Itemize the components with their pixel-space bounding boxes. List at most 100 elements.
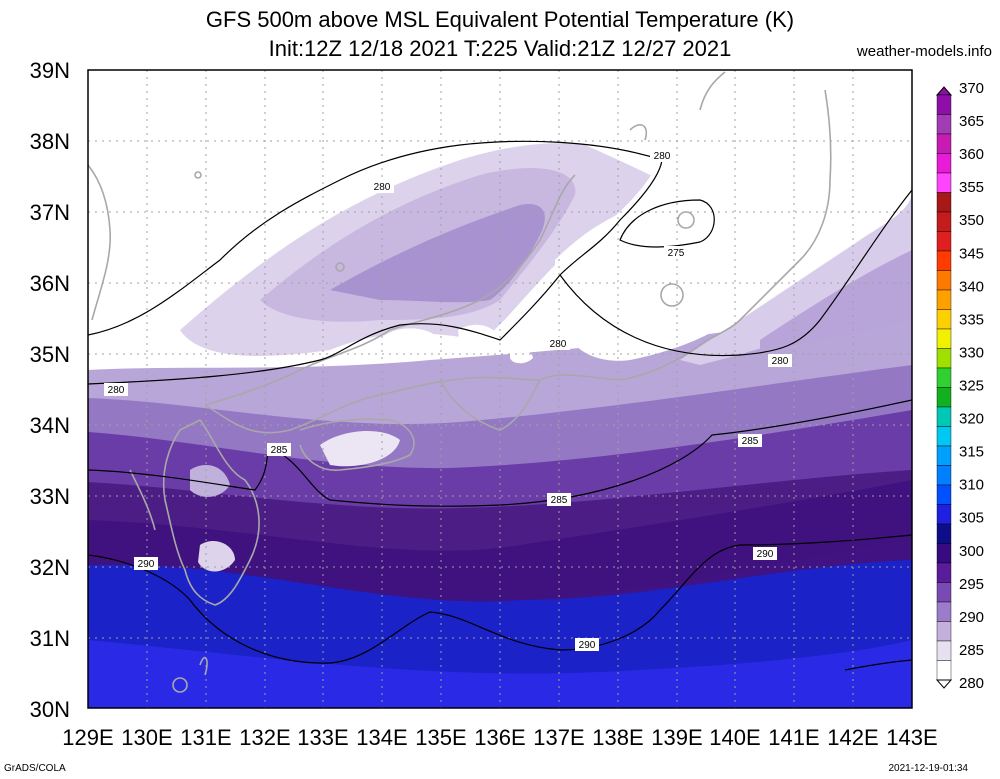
colorbar-swatch: [936, 660, 952, 681]
colorbar: 370 365 360 355 350 345 340 335 330 325 320 315 310 3…: [935, 80, 984, 692]
colorbar-swatch: [936, 601, 952, 622]
contour-label: 290: [575, 638, 599, 651]
map-subtitle: Init:12Z 12/18 2021 T:225 Valid:21Z 12/2…: [268, 36, 732, 61]
colorbar-swatch: [936, 582, 952, 603]
lon-tick-label: 132E: [239, 725, 290, 750]
footer-software: GrADS/COLA: [4, 763, 66, 774]
map-title: GFS 500m above MSL Equivalent Potential …: [205, 7, 795, 32]
colorbar-label: 310: [959, 477, 984, 494]
lon-tick-label: 139E: [651, 725, 702, 750]
contour-lines: [88, 140, 912, 671]
colorbar-label: 315: [959, 444, 984, 461]
colorbar-swatch: [936, 192, 952, 213]
lat-tick-label: 32N: [30, 555, 70, 580]
lat-tick-label: 34N: [30, 413, 70, 438]
colorbar-swatch: [936, 562, 952, 583]
contour-label-text: 280: [654, 151, 671, 162]
colorbar-swatch: [936, 153, 952, 174]
contour-label: 280: [370, 180, 394, 193]
coastlines: [88, 71, 832, 693]
colorbar-swatch: [936, 172, 952, 193]
colorbar-swatch: [936, 406, 952, 427]
footer-timestamp: 2021-12-19-01:34: [888, 763, 968, 774]
lon-tick-label: 135E: [415, 725, 466, 750]
contour-label: 280: [768, 354, 792, 367]
lat-tick-label: 38N: [30, 129, 70, 154]
colorbar-label: 370: [959, 80, 984, 97]
contour-label: 280: [650, 149, 674, 162]
lat-tick-label: 36N: [30, 271, 70, 296]
contour-label: 290: [134, 557, 158, 570]
colorbar-swatch: [936, 504, 952, 525]
colorbar-swatch: [936, 484, 952, 505]
colorbar-label: 335: [959, 311, 984, 328]
colorbar-swatch: [936, 114, 952, 135]
colorbar-label: 285: [959, 642, 984, 659]
colorbar-label: 290: [959, 609, 984, 626]
contour-label-text: 285: [271, 445, 288, 456]
colorbar-swatch: [936, 309, 952, 330]
colorbar-label: 280: [959, 675, 984, 692]
lon-tick-label: 130E: [121, 725, 172, 750]
lon-tick-label: 138E: [592, 725, 643, 750]
colorbar-swatch: [936, 523, 952, 544]
colorbar-swatch: [936, 270, 952, 291]
colorbar-bottom-arrow: [935, 679, 953, 689]
colorbar-swatch: [936, 640, 952, 661]
contour-label: 285: [547, 493, 571, 506]
colorbar-swatch: [936, 465, 952, 486]
theta-e-field: [88, 70, 912, 708]
lon-tick-label: 141E: [768, 725, 819, 750]
contour-label-text: 280: [550, 339, 567, 350]
lat-lon-grid: [88, 70, 912, 708]
colorbar-label: 340: [959, 278, 984, 295]
lat-tick-label: 39N: [30, 58, 70, 83]
lon-tick-label: 134E: [356, 725, 407, 750]
colorbar-label: 355: [959, 179, 984, 196]
lon-tick-label: 136E: [474, 725, 525, 750]
colorbar-swatch: [936, 621, 952, 642]
lon-axis: 129E 130E 131E 132E 133E 134E 135E 136E …: [62, 725, 937, 750]
contour-label-text: 285: [742, 436, 759, 447]
colorbar-swatch: [936, 94, 952, 115]
lat-tick-label: 37N: [30, 200, 70, 225]
lon-tick-label: 143E: [886, 725, 937, 750]
lat-tick-label: 31N: [30, 626, 70, 651]
colorbar-swatch: [936, 231, 952, 252]
colorbar-label: 360: [959, 146, 984, 163]
contour-label-text: 290: [138, 559, 155, 570]
contour-label-group: 280 280 280 280 280 275 285 285 285 290 …: [104, 149, 792, 651]
lon-tick-label: 131E: [180, 725, 231, 750]
lon-tick-label: 129E: [62, 725, 113, 750]
contour-label-text: 275: [668, 248, 685, 259]
contour-label: 280: [546, 337, 570, 350]
contour-label-text: 280: [108, 385, 125, 396]
colorbar-label: 345: [959, 245, 984, 262]
colorbar-label: 300: [959, 543, 984, 560]
contour-label: 285: [738, 434, 762, 447]
colorbar-swatch: [936, 367, 952, 388]
colorbar-label: 320: [959, 411, 984, 428]
colorbar-swatch: [936, 445, 952, 466]
lat-tick-label: 30N: [30, 697, 70, 722]
colorbar-swatch: [936, 348, 952, 369]
lon-tick-label: 142E: [827, 725, 878, 750]
colorbar-swatch: [936, 250, 952, 271]
contour-label-text: 280: [374, 182, 391, 193]
colorbar-label: 295: [959, 576, 984, 593]
colorbar-label: 350: [959, 212, 984, 229]
contour-label: 275: [664, 246, 688, 259]
lon-tick-label: 140E: [709, 725, 760, 750]
lat-tick-label: 33N: [30, 484, 70, 509]
lon-tick-label: 137E: [533, 725, 584, 750]
lat-axis: 39N 38N 37N 36N 35N 34N 33N 32N 31N 30N: [30, 58, 70, 722]
colorbar-swatch: [936, 543, 952, 564]
lat-tick-label: 35N: [30, 342, 70, 367]
plot-frame: [87, 69, 913, 709]
contour-label-text: 290: [757, 549, 774, 560]
colorbar-swatch: [936, 289, 952, 310]
source-credit: weather-models.info: [856, 43, 992, 60]
colorbar-top-arrow: [935, 86, 953, 96]
colorbar-label: 365: [959, 113, 984, 130]
